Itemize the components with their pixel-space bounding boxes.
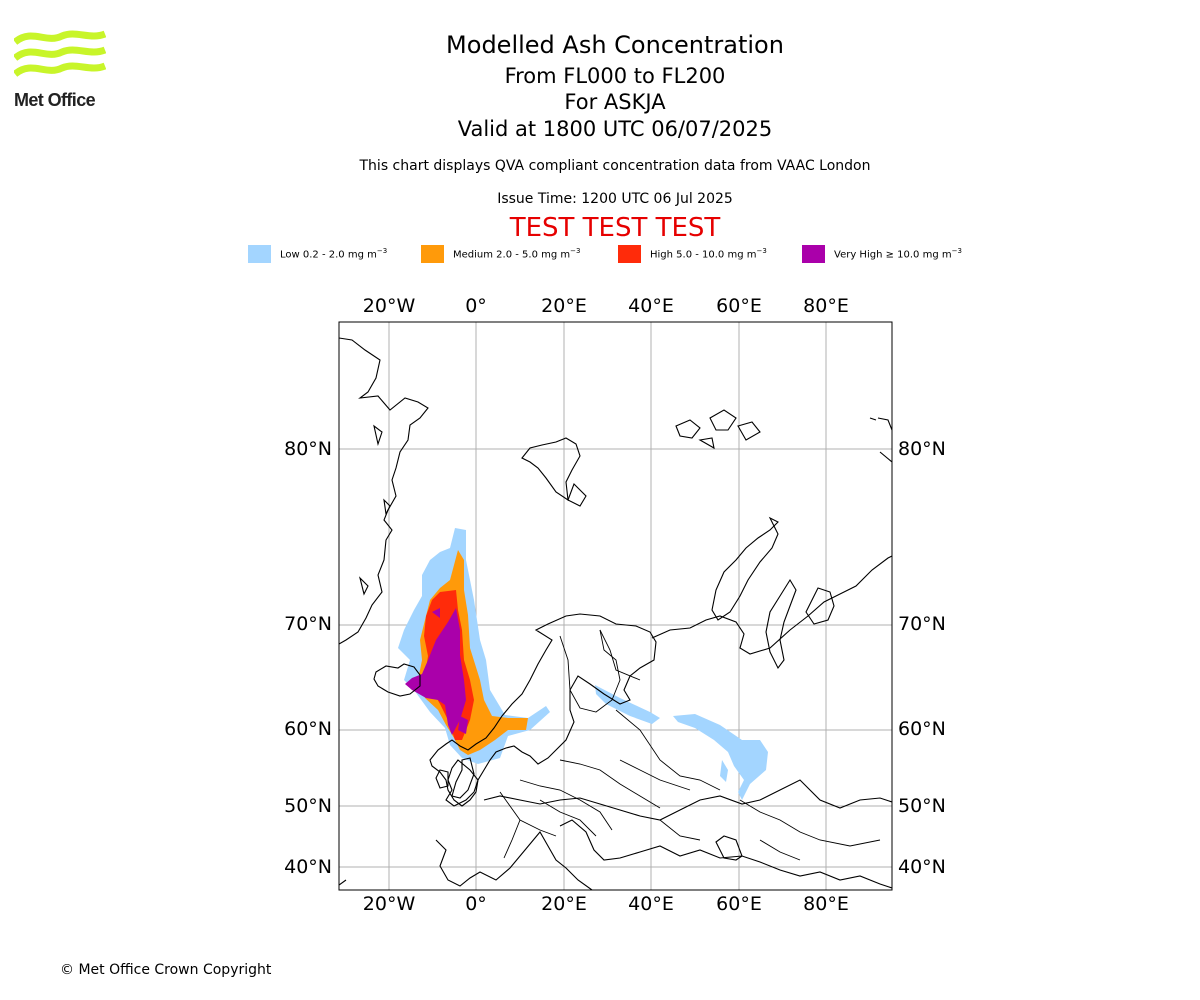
lon-label-top: 40°E — [628, 295, 674, 317]
coastlines — [339, 337, 892, 890]
coast-greenland — [339, 337, 429, 645]
lon-label-bottom: 20°E — [541, 893, 587, 915]
lat-label-right: 60°N — [898, 718, 946, 740]
coast-uk — [445, 759, 479, 807]
lat-label-left: 50°N — [284, 795, 332, 817]
coast-iceland — [373, 663, 421, 697]
lon-label-bottom: 40°E — [628, 893, 674, 915]
issue-time: Issue Time: 1200 UTC 06 Jul 2025 — [497, 191, 733, 207]
lon-label-top: 0° — [465, 295, 487, 317]
coast-svalbard — [521, 437, 581, 502]
copyright: © Met Office Crown Copyright — [60, 962, 272, 978]
map-gridlines — [339, 322, 892, 890]
ash-high-region — [424, 590, 474, 740]
lon-label-top: 20°W — [363, 295, 416, 317]
lon-label-bottom: 80°E — [803, 893, 849, 915]
lat-label-right: 50°N — [898, 795, 946, 817]
lon-label-bottom: 60°E — [716, 893, 762, 915]
logo-text: Met Office — [14, 90, 96, 110]
test-banner: TEST TEST TEST — [509, 213, 721, 243]
valid-time: Valid at 1800 UTC 06/07/2025 — [457, 117, 773, 141]
met-office-waves-icon — [12, 30, 107, 77]
ash-low-region — [398, 528, 768, 800]
map-tick-labels: 20°W 0° 20°E 40°E 60°E 80°E 20°W 0° 20°E… — [284, 295, 946, 915]
ash-very-high-region — [405, 608, 468, 735]
lat-label-left: 40°N — [284, 856, 332, 878]
country-borders — [499, 629, 881, 861]
coast-europe — [339, 613, 657, 886]
legend-swatch-low — [248, 245, 271, 263]
ash-medium-region — [418, 550, 528, 755]
chart-title: Modelled Ash Concentration — [446, 31, 784, 59]
legend-label-medium: Medium 2.0 - 5.0 mg m−3 — [453, 247, 581, 261]
lat-label-left: 70°N — [284, 613, 332, 635]
legend-swatch-very-high — [802, 245, 825, 263]
lon-label-top: 60°E — [716, 295, 762, 317]
met-office-logo: Met Office — [12, 30, 107, 112]
legend-swatch-medium — [421, 245, 444, 263]
lon-label-bottom: 20°W — [363, 893, 416, 915]
lon-label-top: 20°E — [541, 295, 587, 317]
lat-label-left: 80°N — [284, 438, 332, 460]
legend-label-low: Low 0.2 - 2.0 mg m−3 — [280, 247, 388, 261]
map-frame — [338, 321, 893, 891]
legend-swatch-high — [618, 245, 641, 263]
lat-label-right: 40°N — [898, 856, 946, 878]
volcano-name: For ASKJA — [564, 90, 666, 114]
legend-label-very-high: Very High ≥ 10.0 mg m−3 — [834, 247, 962, 261]
coast-novaya-zemlya — [711, 516, 779, 621]
lon-label-top: 80°E — [803, 295, 849, 317]
flight-levels: From FL000 to FL200 — [504, 64, 726, 88]
lon-label-bottom: 0° — [465, 893, 487, 915]
legend-label-high: High 5.0 - 10.0 mg m−3 — [650, 247, 767, 261]
lat-label-right: 70°N — [898, 613, 946, 635]
lat-label-left: 60°N — [284, 718, 332, 740]
chart-description: This chart displays QVA compliant concen… — [359, 158, 871, 174]
lat-label-right: 80°N — [898, 438, 946, 460]
